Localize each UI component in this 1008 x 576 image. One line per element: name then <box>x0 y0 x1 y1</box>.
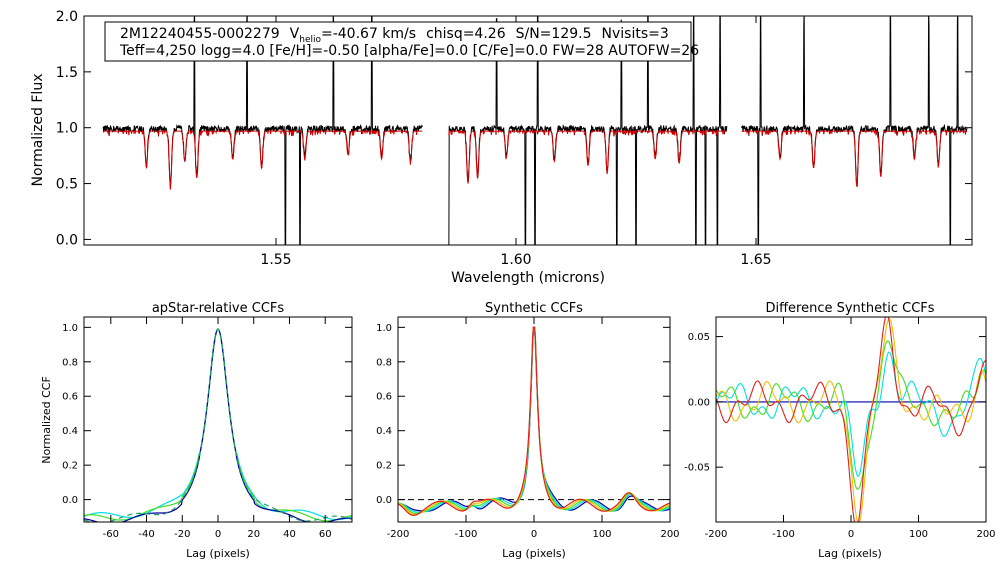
difference-ccf-ytick-label: 0.05 <box>688 332 710 343</box>
apstar-ccf-combined-line <box>84 328 352 522</box>
chisq-value: chisq=4.26 <box>426 26 506 42</box>
difference-ccf-visit-2-line <box>716 340 986 490</box>
difference-ccf-plot-area <box>716 317 986 522</box>
synthetic-ccf-visit-4-line <box>398 326 670 517</box>
apstar-ccf-ytick-label: 1.0 <box>62 323 78 334</box>
apstar-ccf-ytick-label: 0.4 <box>62 426 78 437</box>
synthetic-ccf-xtick-label: -200 <box>387 529 410 540</box>
difference-ccf-visit-3-line <box>716 318 986 522</box>
synthetic-ccf-title: Synthetic CCFs <box>485 301 583 316</box>
star-id: 2M12240455-0002279 <box>120 26 280 42</box>
difference-ccf-ticks: -200 -100 0 100 200 -0.05 0.00 0.05 <box>684 317 996 540</box>
synthetic-ccf-ticks: -200 -100 0 100 200 0.0 0.2 0.4 0.6 0.8 1.0 <box>376 317 680 540</box>
apstar-ccf-plot-area <box>84 328 352 522</box>
spectrum-ticks: 1.55 1.60 1.65 0.0 0.5 1.0 1.5 2.0 <box>56 9 972 268</box>
vhelio-sub: helio <box>299 35 321 45</box>
header-line-1: 2M12240455-0002279 Vhelio=-40.67 km/s chis… <box>120 26 669 45</box>
apstar-ccf-xtick-label: -60 <box>103 529 119 540</box>
apstar-ccf-visit-1-line <box>84 328 352 521</box>
synthetic-ccf-visit-1-line <box>398 325 670 513</box>
apstar-ccf-xtick-label: 60 <box>319 529 332 540</box>
synthetic-ccf-combined-line <box>398 327 670 512</box>
difference-ccf-xlabel: Lag (pixels) <box>818 547 882 560</box>
difference-ccf-xtick-label: -100 <box>772 529 795 540</box>
difference-ccf-ytick-label: -0.05 <box>684 463 710 474</box>
apstar-ccf-ytick-label: 0.6 <box>62 392 78 403</box>
vhelio-label: V <box>290 26 300 42</box>
difference-ccf-title: Difference Synthetic CCFs <box>765 301 934 316</box>
apstar-ccf-visit-2-line <box>84 328 352 522</box>
apstar-ccf-ytick-label: 0.8 <box>62 357 78 368</box>
synthetic-ccf-xtick-label: 0 <box>531 529 537 540</box>
spectrum-ytick-label: 0.0 <box>56 232 78 248</box>
synthetic-ccf-ytick-label: 0.0 <box>376 495 392 506</box>
spectrum-ytick-label: 1.0 <box>56 121 78 137</box>
apstar-ccf-xtick-label: 20 <box>247 529 260 540</box>
difference-ccf-panel: Difference Synthetic CCFs -200 -100 0 100 20… <box>684 301 995 560</box>
apstar-ccf-xlabel: Lag (pixels) <box>186 547 250 560</box>
apstar-ccf-xtick-label: -40 <box>138 529 154 540</box>
spectrum-xtick-label: 1.55 <box>260 252 291 268</box>
spectrum-ylabel: Normalized Flux <box>30 74 46 187</box>
synthetic-ccf-ytick-label: 0.4 <box>376 426 392 437</box>
spectrum-ytick-label: 2.0 <box>56 9 78 25</box>
spectrum-xlabel: Wavelength (microns) <box>451 270 605 286</box>
vhelio-value: =-40.67 km/s <box>321 26 416 42</box>
apstar-ccf-panel: apStar-relative CCFs -60 -40 -20 0 20 40 60 0.0… <box>40 301 353 560</box>
difference-ccf-visit-1-line <box>716 351 986 477</box>
synthetic-ccf-xtick-label: 100 <box>592 529 611 540</box>
synthetic-ccf-panel: Synthetic CCFs -200 -100 0 100 200 0.0 0.2 0.4 0… <box>376 301 679 560</box>
spectrum-ytick-label: 1.5 <box>56 65 78 81</box>
apstar-ccf-frame <box>83 316 353 523</box>
header-box <box>104 21 692 62</box>
difference-ccf-visit-4-line <box>716 317 986 522</box>
synthetic-ccf-xtick-label: 200 <box>660 529 679 540</box>
spectrum-model-line <box>103 129 423 190</box>
snr-value: S/N=129.5 <box>516 26 592 42</box>
synthetic-ccf-plot-area <box>398 325 670 517</box>
apstar-ccf-xtick-label: 40 <box>283 529 296 540</box>
spectrum-model-line <box>741 129 967 188</box>
apstar-ccf-reference-line <box>84 328 352 522</box>
difference-ccf-xtick-label: 200 <box>976 529 995 540</box>
synthetic-ccf-ytick-label: 0.8 <box>376 357 392 368</box>
synthetic-ccf-visit-3-line <box>398 326 670 516</box>
synthetic-ccf-ytick-label: 0.6 <box>376 392 392 403</box>
difference-ccf-xtick-label: 100 <box>909 529 928 540</box>
apstar-ccf-ylabel: Normalized CCF <box>40 376 53 464</box>
spectrum-xtick-label: 1.60 <box>500 252 531 268</box>
apstar-ccf-ytick-label: 0.0 <box>62 495 78 506</box>
synthetic-ccf-ytick-label: 0.2 <box>376 461 392 472</box>
nvisits-value: Nvisits=3 <box>602 26 669 42</box>
synthetic-ccf-visit-2-line <box>398 326 670 515</box>
spectrum-frame <box>83 15 973 246</box>
synthetic-ccf-xtick-label: -100 <box>455 529 478 540</box>
spectrum-plot-area <box>102 16 968 245</box>
apstar-ccf-xtick-label: 0 <box>215 529 221 540</box>
header-line-2: Teff=4,250 logg=4.0 [Fe/H]=-0.50 [alpha/… <box>119 43 699 59</box>
spectrum-ytick-label: 0.5 <box>56 176 78 192</box>
apstar-ccf-xtick-label: -20 <box>174 529 190 540</box>
spectrum-model-line <box>448 129 727 184</box>
synthetic-ccf-ytick-label: 1.0 <box>376 323 392 334</box>
difference-ccf-xtick-label: 0 <box>848 529 854 540</box>
difference-ccf-ytick-label: 0.00 <box>688 397 710 408</box>
synthetic-ccf-frame <box>397 316 671 523</box>
apstar-ccf-ticks: -60 -40 -20 0 20 40 60 0.0 0.2 0.4 0.6 0.8 1.0 <box>62 317 352 540</box>
spectrum-xtick-label: 1.65 <box>740 252 771 268</box>
spectrum-panel: 1.55 1.60 1.65 0.0 0.5 1.0 1.5 2.0 Wavelength (… <box>30 9 973 286</box>
apstar-ccf-title: apStar-relative CCFs <box>152 301 285 316</box>
synthetic-ccf-xlabel: Lag (pixels) <box>502 547 566 560</box>
apstar-ccf-ytick-label: 0.2 <box>62 461 78 472</box>
difference-ccf-xtick-label: -200 <box>705 529 728 540</box>
